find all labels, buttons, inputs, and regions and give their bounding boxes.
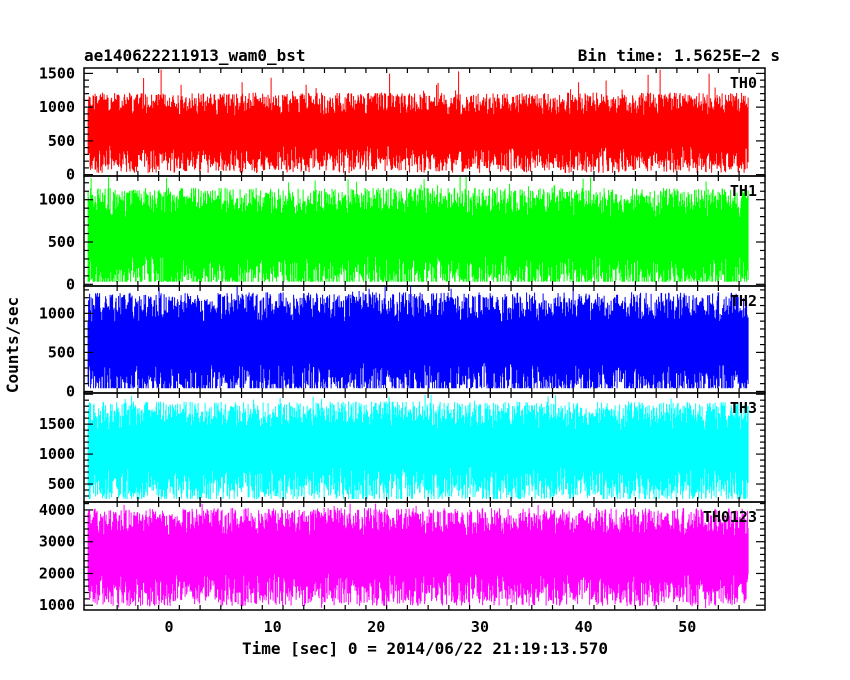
y-tick-label: 500 <box>48 132 75 150</box>
y-tick-label: 500 <box>48 343 75 361</box>
y-tick-label: 0 <box>66 275 75 293</box>
y-axis-label: Counts/sec <box>3 297 22 393</box>
panel-label: TH1 <box>730 182 757 200</box>
chart-title: ae140622211913_wam0_bst <box>84 46 306 65</box>
panel-label: TH3 <box>730 399 757 417</box>
series-th0 <box>87 69 749 173</box>
panel-th0123: 1000 2000 3000 4000 TH0123 <box>39 501 766 614</box>
x-tick-label: 40 <box>575 618 593 636</box>
panel-frame <box>83 501 766 611</box>
bin-time-label: Bin time: 1.5625E−2 s <box>578 46 780 65</box>
y-tick-label: 0 <box>66 166 75 184</box>
y-tick-label: 1000 <box>39 596 75 614</box>
panel-th2: 0 500 1000 TH2 <box>39 285 766 400</box>
x-tick-label: 30 <box>471 618 489 636</box>
y-tick-label: 500 <box>48 475 75 493</box>
panel-th3: 500 1000 1500 TH3 <box>39 392 766 503</box>
x-axis-label: Time [sec] 0 = 2014/06/22 21:19:13.570 <box>242 639 608 658</box>
panel-th0: 0 500 1000 1500 TH0 <box>39 64 766 184</box>
panel-label: TH2 <box>730 292 757 310</box>
x-tick-label: 10 <box>264 618 282 636</box>
x-tick-label: 0 <box>164 618 173 636</box>
series-th2 <box>87 286 749 389</box>
series-th0123 <box>87 503 749 609</box>
y-tick-label: 1500 <box>39 415 75 433</box>
y-tick-label: 1000 <box>39 191 75 209</box>
y-tick-label: 1500 <box>39 64 75 82</box>
x-tick-label: 20 <box>367 618 385 636</box>
y-tick-label: 4000 <box>39 501 75 519</box>
x-tick-label: 50 <box>678 618 696 636</box>
panel-label: TH0 <box>730 74 757 92</box>
y-tick-label: 1000 <box>39 304 75 322</box>
y-tick-label: 1000 <box>39 445 75 463</box>
y-tick-label: 2000 <box>39 564 75 582</box>
y-tick-label: 500 <box>48 233 75 251</box>
y-tick-label: 3000 <box>39 533 75 551</box>
panel-label: TH0123 <box>703 508 757 526</box>
series-th1 <box>87 176 749 282</box>
y-tick-label: 1000 <box>39 98 75 116</box>
y-tick-label: 0 <box>66 382 75 400</box>
series-th3 <box>87 394 749 499</box>
panel-th1: 0 500 1000 TH1 <box>39 175 766 293</box>
